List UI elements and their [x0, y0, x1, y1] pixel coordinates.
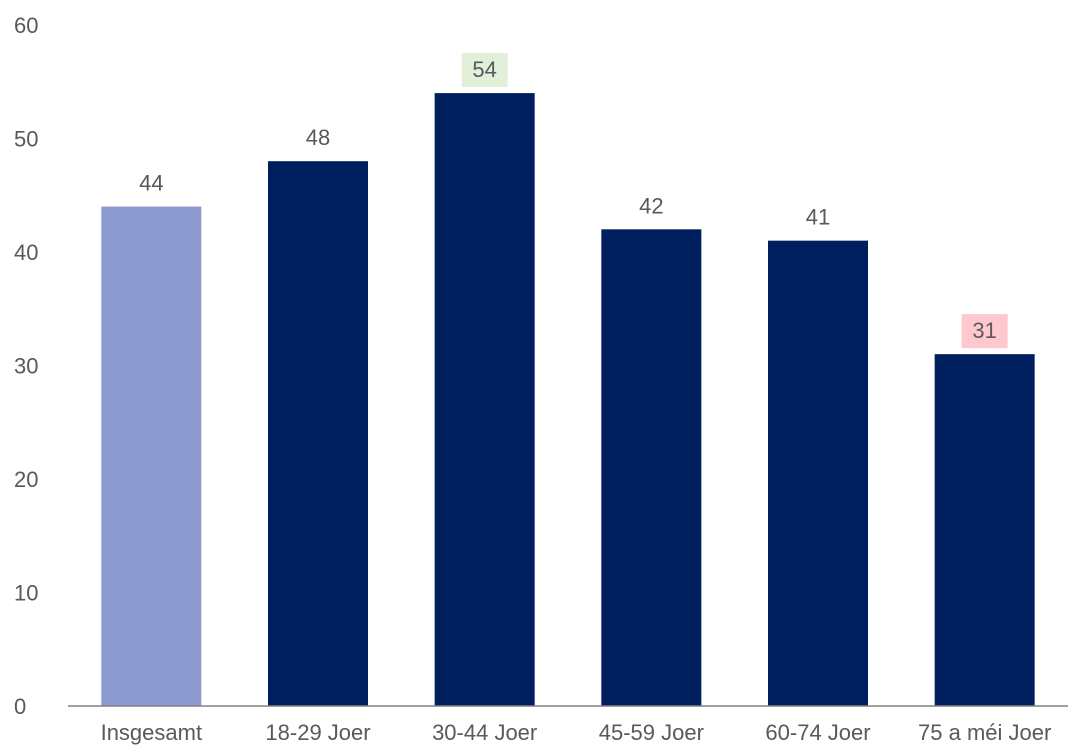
- category-label: 45-59 Joer: [599, 720, 704, 745]
- data-label-highlights: [461, 53, 1008, 349]
- data-labels: 44 48 54 42 41 31: [139, 57, 997, 343]
- y-tick-label: 50: [14, 127, 38, 152]
- category-label: Insgesamt: [101, 720, 203, 745]
- data-label-highlight: [461, 53, 508, 88]
- data-label: 44: [139, 171, 163, 196]
- bar: [934, 354, 1035, 706]
- y-tick-label: 10: [14, 581, 38, 606]
- category-labels: Insgesamt 18-29 Joer 30-44 Joer 45-59 Joer 6…: [101, 720, 1052, 745]
- y-tick-label: 30: [14, 354, 38, 379]
- bar: [101, 206, 202, 706]
- y-axis-ticks: 0 10 20 30 40 50 60: [14, 13, 38, 719]
- bar: [768, 240, 868, 706]
- bar: [601, 229, 702, 707]
- y-tick-label: 0: [14, 694, 26, 719]
- y-tick-label: 40: [14, 240, 38, 265]
- data-label: 48: [306, 125, 330, 150]
- bar: [434, 93, 535, 707]
- data-label: 42: [639, 193, 663, 218]
- category-label: 18-29 Joer: [265, 720, 370, 745]
- y-tick-label: 20: [14, 467, 38, 492]
- data-label: 31: [972, 318, 996, 343]
- bar: [268, 161, 368, 706]
- data-label: 41: [806, 205, 830, 230]
- category-label: 60-74 Joer: [765, 720, 870, 745]
- category-label: 30-44 Joer: [432, 720, 537, 745]
- category-label: 75 a méi Joer: [918, 720, 1051, 745]
- y-tick-label: 60: [14, 13, 38, 38]
- data-label: 54: [472, 57, 496, 82]
- data-label-highlight: [961, 314, 1008, 349]
- bars: [101, 93, 1035, 707]
